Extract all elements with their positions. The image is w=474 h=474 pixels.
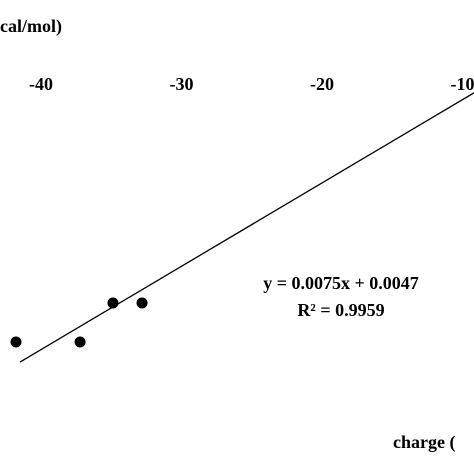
- point: [10, 336, 22, 348]
- y-axis-label: cal/mol): [0, 16, 62, 37]
- x-tick-label: -10: [450, 74, 474, 94]
- point: [107, 297, 119, 309]
- trendline: [19, 92, 474, 363]
- x-axis-label: charge (: [393, 432, 455, 453]
- trendline-equation: y = 0.0075x + 0.0047: [263, 273, 419, 293]
- trendline-r2: R² = 0.9959: [297, 300, 384, 320]
- x-tick-label: -30: [170, 74, 194, 94]
- point: [74, 336, 86, 348]
- x-tick-label: -20: [310, 74, 334, 94]
- x-tick-label: -40: [29, 74, 53, 94]
- point: [136, 297, 148, 309]
